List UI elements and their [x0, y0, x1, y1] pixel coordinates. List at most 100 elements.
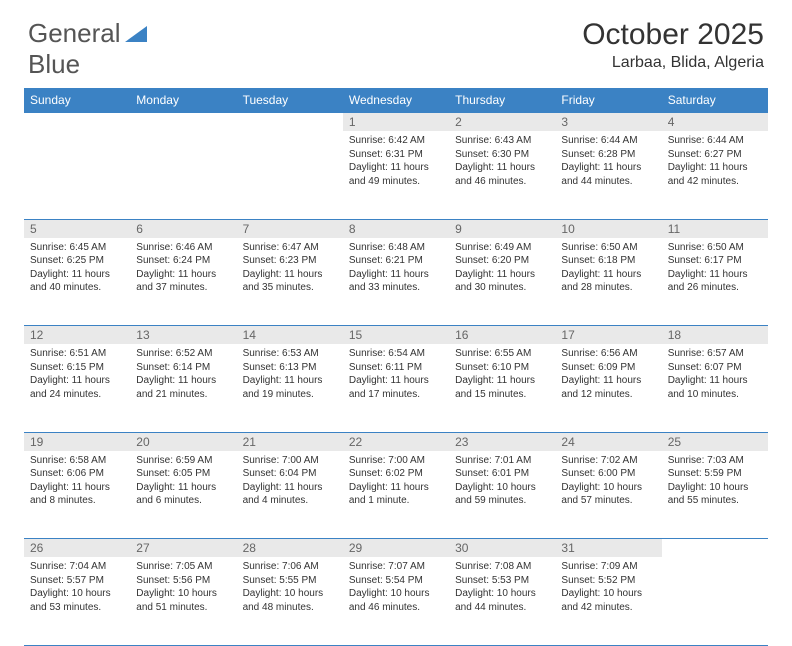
logo-triangle-icon: [125, 26, 147, 42]
day-number-cell: 10: [555, 219, 661, 238]
day-body-cell: Sunrise: 6:52 AMSunset: 6:14 PMDaylight:…: [130, 344, 236, 432]
day-number-cell: [24, 113, 130, 132]
weekday-header: Saturday: [662, 88, 768, 113]
day-body-cell: Sunrise: 6:58 AMSunset: 6:06 PMDaylight:…: [24, 451, 130, 539]
day-detail: Sunrise: 6:47 AMSunset: 6:23 PMDaylight:…: [237, 238, 343, 301]
day-number-cell: 1: [343, 113, 449, 132]
day-detail: Sunrise: 6:46 AMSunset: 6:24 PMDaylight:…: [130, 238, 236, 301]
day-body-cell: Sunrise: 7:00 AMSunset: 6:04 PMDaylight:…: [237, 451, 343, 539]
day-body-cell: Sunrise: 7:06 AMSunset: 5:55 PMDaylight:…: [237, 557, 343, 645]
day-number-cell: 26: [24, 539, 130, 558]
day-number-cell: 8: [343, 219, 449, 238]
day-number-cell: 11: [662, 219, 768, 238]
weekday-header: Monday: [130, 88, 236, 113]
day-detail: Sunrise: 6:44 AMSunset: 6:27 PMDaylight:…: [662, 131, 768, 194]
day-body-cell: Sunrise: 7:07 AMSunset: 5:54 PMDaylight:…: [343, 557, 449, 645]
logo-text-wrap: General Blue: [28, 18, 147, 80]
day-number-cell: 13: [130, 326, 236, 345]
weekday-header: Sunday: [24, 88, 130, 113]
day-number-cell: [662, 539, 768, 558]
day-number-cell: 12: [24, 326, 130, 345]
day-number-cell: 22: [343, 432, 449, 451]
day-number-cell: 21: [237, 432, 343, 451]
day-detail: Sunrise: 6:54 AMSunset: 6:11 PMDaylight:…: [343, 344, 449, 407]
day-number-cell: 5: [24, 219, 130, 238]
day-body-cell: [24, 131, 130, 219]
logo: General Blue: [28, 18, 147, 80]
day-number-cell: 18: [662, 326, 768, 345]
day-body-row: Sunrise: 6:58 AMSunset: 6:06 PMDaylight:…: [24, 451, 768, 539]
day-detail: Sunrise: 6:53 AMSunset: 6:13 PMDaylight:…: [237, 344, 343, 407]
day-detail: Sunrise: 7:04 AMSunset: 5:57 PMDaylight:…: [24, 557, 130, 620]
day-detail: Sunrise: 6:52 AMSunset: 6:14 PMDaylight:…: [130, 344, 236, 407]
day-detail: Sunrise: 6:57 AMSunset: 6:07 PMDaylight:…: [662, 344, 768, 407]
day-detail: Sunrise: 6:51 AMSunset: 6:15 PMDaylight:…: [24, 344, 130, 407]
page-title: October 2025: [582, 18, 764, 52]
weekday-header: Tuesday: [237, 88, 343, 113]
day-body-row: Sunrise: 6:51 AMSunset: 6:15 PMDaylight:…: [24, 344, 768, 432]
day-number-cell: 3: [555, 113, 661, 132]
day-body-cell: Sunrise: 6:51 AMSunset: 6:15 PMDaylight:…: [24, 344, 130, 432]
title-block: October 2025 Larbaa, Blida, Algeria: [582, 18, 764, 74]
day-body-cell: Sunrise: 7:09 AMSunset: 5:52 PMDaylight:…: [555, 557, 661, 645]
day-body-cell: Sunrise: 6:48 AMSunset: 6:21 PMDaylight:…: [343, 238, 449, 326]
day-number-row: 12131415161718: [24, 326, 768, 345]
day-detail: Sunrise: 7:07 AMSunset: 5:54 PMDaylight:…: [343, 557, 449, 620]
day-detail: Sunrise: 7:02 AMSunset: 6:00 PMDaylight:…: [555, 451, 661, 514]
weekday-header-row: SundayMondayTuesdayWednesdayThursdayFrid…: [24, 88, 768, 113]
day-body-cell: Sunrise: 7:02 AMSunset: 6:00 PMDaylight:…: [555, 451, 661, 539]
day-body-cell: Sunrise: 6:45 AMSunset: 6:25 PMDaylight:…: [24, 238, 130, 326]
day-number-cell: 28: [237, 539, 343, 558]
day-detail: Sunrise: 6:45 AMSunset: 6:25 PMDaylight:…: [24, 238, 130, 301]
day-body-cell: Sunrise: 6:56 AMSunset: 6:09 PMDaylight:…: [555, 344, 661, 432]
day-detail: Sunrise: 6:44 AMSunset: 6:28 PMDaylight:…: [555, 131, 661, 194]
day-number-cell: [130, 113, 236, 132]
day-body-cell: Sunrise: 6:43 AMSunset: 6:30 PMDaylight:…: [449, 131, 555, 219]
day-body-cell: Sunrise: 6:53 AMSunset: 6:13 PMDaylight:…: [237, 344, 343, 432]
day-body-row: Sunrise: 6:45 AMSunset: 6:25 PMDaylight:…: [24, 238, 768, 326]
day-number-row: 19202122232425: [24, 432, 768, 451]
day-number-cell: 7: [237, 219, 343, 238]
day-body-cell: [130, 131, 236, 219]
location-label: Larbaa, Blida, Algeria: [582, 54, 764, 72]
weekday-header: Thursday: [449, 88, 555, 113]
day-number-cell: 2: [449, 113, 555, 132]
day-detail: Sunrise: 7:00 AMSunset: 6:02 PMDaylight:…: [343, 451, 449, 514]
logo-word1: General: [28, 18, 121, 48]
calendar-table: SundayMondayTuesdayWednesdayThursdayFrid…: [24, 88, 768, 646]
day-body-cell: Sunrise: 7:00 AMSunset: 6:02 PMDaylight:…: [343, 451, 449, 539]
day-body-row: Sunrise: 7:04 AMSunset: 5:57 PMDaylight:…: [24, 557, 768, 645]
day-body-row: Sunrise: 6:42 AMSunset: 6:31 PMDaylight:…: [24, 131, 768, 219]
day-body-cell: Sunrise: 6:44 AMSunset: 6:27 PMDaylight:…: [662, 131, 768, 219]
day-detail: Sunrise: 6:50 AMSunset: 6:17 PMDaylight:…: [662, 238, 768, 301]
day-body-cell: Sunrise: 6:47 AMSunset: 6:23 PMDaylight:…: [237, 238, 343, 326]
day-number-cell: 14: [237, 326, 343, 345]
day-body-cell: Sunrise: 6:59 AMSunset: 6:05 PMDaylight:…: [130, 451, 236, 539]
weekday-header: Wednesday: [343, 88, 449, 113]
day-number-cell: 24: [555, 432, 661, 451]
day-body-cell: Sunrise: 6:44 AMSunset: 6:28 PMDaylight:…: [555, 131, 661, 219]
day-detail: Sunrise: 7:03 AMSunset: 5:59 PMDaylight:…: [662, 451, 768, 514]
weekday-header: Friday: [555, 88, 661, 113]
day-detail: Sunrise: 7:09 AMSunset: 5:52 PMDaylight:…: [555, 557, 661, 620]
day-number-row: 262728293031: [24, 539, 768, 558]
day-number-cell: 29: [343, 539, 449, 558]
day-number-cell: 9: [449, 219, 555, 238]
day-number-cell: 16: [449, 326, 555, 345]
day-detail: Sunrise: 6:42 AMSunset: 6:31 PMDaylight:…: [343, 131, 449, 194]
day-body-cell: [237, 131, 343, 219]
day-detail: Sunrise: 6:59 AMSunset: 6:05 PMDaylight:…: [130, 451, 236, 514]
day-detail: Sunrise: 6:50 AMSunset: 6:18 PMDaylight:…: [555, 238, 661, 301]
day-number-cell: 23: [449, 432, 555, 451]
day-detail: Sunrise: 7:01 AMSunset: 6:01 PMDaylight:…: [449, 451, 555, 514]
day-body-cell: Sunrise: 7:04 AMSunset: 5:57 PMDaylight:…: [24, 557, 130, 645]
day-detail: Sunrise: 7:00 AMSunset: 6:04 PMDaylight:…: [237, 451, 343, 514]
day-number-cell: 30: [449, 539, 555, 558]
day-number-row: 567891011: [24, 219, 768, 238]
day-body-cell: Sunrise: 6:50 AMSunset: 6:17 PMDaylight:…: [662, 238, 768, 326]
logo-word2: Blue: [28, 49, 80, 79]
day-body-cell: Sunrise: 6:46 AMSunset: 6:24 PMDaylight:…: [130, 238, 236, 326]
day-body-cell: Sunrise: 6:55 AMSunset: 6:10 PMDaylight:…: [449, 344, 555, 432]
day-detail: Sunrise: 6:58 AMSunset: 6:06 PMDaylight:…: [24, 451, 130, 514]
day-body-cell: Sunrise: 7:01 AMSunset: 6:01 PMDaylight:…: [449, 451, 555, 539]
